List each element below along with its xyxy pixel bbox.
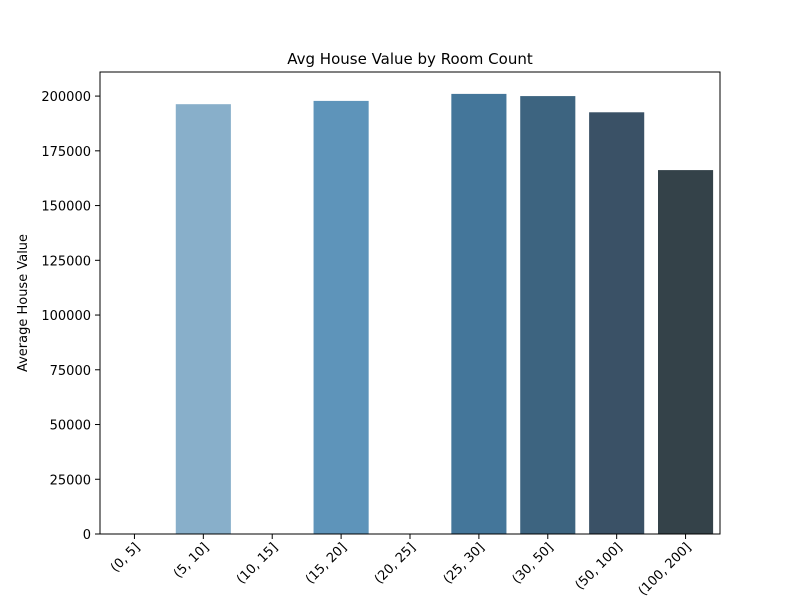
- bar: [520, 96, 576, 535]
- y-tick-label: 25000: [50, 473, 91, 488]
- y-axis-label: Average House Value: [16, 234, 31, 372]
- bar: [451, 93, 507, 534]
- bar: [589, 112, 645, 535]
- y-tick-label: 75000: [50, 364, 91, 379]
- y-tick-label: 100000: [41, 309, 91, 324]
- y-tick-label: 150000: [41, 200, 91, 215]
- y-tick-label: 200000: [41, 90, 91, 105]
- bar: [658, 170, 714, 534]
- plot-area-frame: [99, 71, 721, 535]
- y-axis-ticks: 0 25000 50000 75000 100000 125000 150000 175000…: [41, 90, 100, 543]
- bar: [175, 104, 231, 534]
- chart-title: Avg House Value by Room Count: [287, 50, 533, 68]
- y-tick-label: 125000: [41, 254, 91, 269]
- y-tick-label: 50000: [50, 419, 91, 434]
- y-tick-label: 175000: [41, 145, 91, 160]
- bar: [313, 100, 369, 534]
- y-tick-label: 0: [83, 528, 91, 543]
- bars-group: [175, 93, 714, 535]
